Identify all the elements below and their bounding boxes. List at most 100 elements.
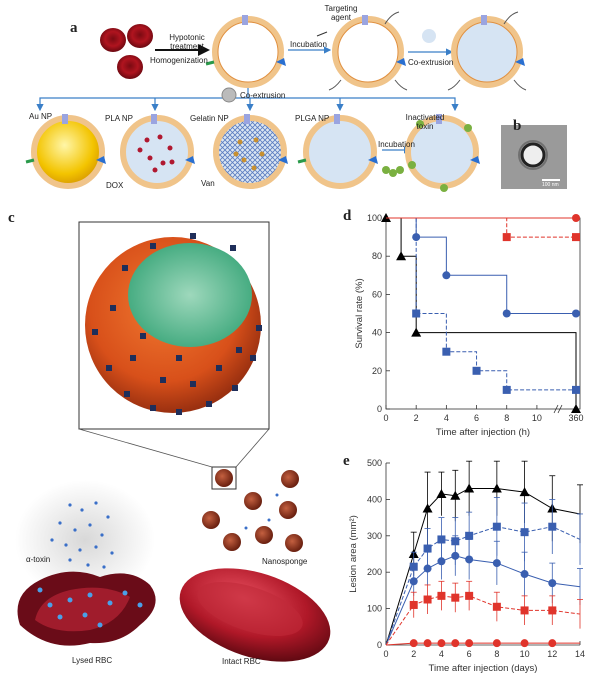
x-tick-label: 8: [504, 413, 509, 423]
rbc-vesicle-icon: [205, 15, 286, 88]
x-tick-label: 8: [494, 649, 499, 659]
data-point: [423, 639, 432, 648]
targeting-agent-label: Targeting agent: [324, 4, 358, 22]
targeted-vesicle-icon: [328, 11, 408, 91]
x-tick-label: 14: [575, 649, 585, 659]
data-point: [502, 233, 511, 242]
data-point: [572, 309, 580, 318]
panel-c-letter: c: [8, 210, 15, 226]
nanosponge-cluster-icon: [202, 469, 303, 552]
data-point: [465, 591, 474, 600]
y-tick-label: 100: [367, 604, 382, 614]
y-tick-label: 60: [372, 289, 382, 299]
x-tick-label: 2: [411, 649, 416, 659]
data-point: [464, 483, 475, 493]
data-point: [492, 602, 501, 611]
data-point: [519, 487, 530, 497]
data-point: [442, 347, 451, 356]
data-point: [422, 503, 433, 513]
data-point: [520, 606, 529, 615]
toxin-cloud-icon: [15, 480, 155, 600]
data-point: [451, 593, 460, 602]
x-tick-label: 0: [383, 649, 388, 659]
data-point: [502, 385, 511, 394]
series-line: [386, 217, 576, 391]
rbc-icon: [100, 24, 153, 79]
y-tick-label: 400: [367, 494, 382, 504]
gelatin-np-label: Gelatin NP: [190, 114, 229, 123]
inactivated-toxin-label: Inactivated toxin: [405, 113, 445, 131]
x-tick-label: 6: [467, 649, 472, 659]
y-axis-label: Survival rate (%): [354, 278, 365, 348]
data-point: [492, 559, 501, 568]
data-point: [437, 591, 446, 600]
data-point: [396, 251, 407, 261]
y-tick-label: 500: [367, 458, 382, 468]
x-axis-label: Time after injection (days): [429, 663, 538, 674]
plga-np-label: PLGA NP: [295, 114, 330, 123]
series-line: [385, 526, 581, 646]
series-black-triangle: [385, 460, 583, 646]
series-line: [385, 555, 581, 646]
series-line: [385, 642, 580, 646]
data-point: [502, 309, 511, 318]
dox-label: DOX: [106, 181, 124, 190]
data-point: [436, 488, 447, 498]
data-point: [437, 639, 446, 648]
data-point: [472, 366, 481, 375]
data-point: [548, 639, 557, 648]
series-line: [386, 217, 576, 238]
panel-d-letter: d: [343, 208, 352, 224]
homogenization-label: Homogenization: [150, 56, 208, 65]
incubation-label-1: Incubation: [290, 40, 327, 49]
data-point: [492, 522, 501, 531]
x-tick-label: 2: [414, 413, 419, 423]
y-tick-label: 20: [372, 366, 382, 376]
panel-a-diagram: [25, 11, 567, 192]
panel-e-letter: e: [343, 453, 350, 469]
series-red-square: [386, 217, 580, 242]
toxin-loaded-vesicle-icon: [405, 114, 480, 192]
data-point: [442, 271, 451, 280]
series-line: [386, 217, 576, 314]
y-tick-label: 300: [367, 531, 382, 541]
data-point: [520, 570, 529, 579]
axis-break: [553, 404, 563, 414]
data-point: [571, 404, 581, 413]
coated-np-vesicle-icon: [447, 11, 527, 91]
data-point: [465, 555, 474, 564]
data-point: [409, 639, 418, 648]
data-point: [437, 535, 446, 544]
x-tick-label: 12: [547, 649, 557, 659]
data-point: [451, 551, 460, 560]
data-point: [465, 531, 474, 540]
data-point: [409, 577, 418, 586]
y-tick-label: 100: [367, 213, 382, 223]
intact-rbc-label: Intact RBC: [222, 657, 261, 666]
van-label: Van: [201, 179, 215, 188]
data-point: [465, 639, 474, 648]
data-point: [548, 522, 557, 531]
series-line: [385, 595, 581, 646]
data-point: [437, 557, 446, 566]
data-point: [572, 233, 580, 242]
data-point: [520, 639, 529, 648]
data-point: [492, 639, 501, 648]
coextrusion-label-2: Co-extrusion: [240, 91, 286, 100]
series-line: [385, 487, 581, 646]
gelatin-np-vesicle-icon: [213, 114, 288, 189]
series-blue-square: [386, 217, 580, 394]
data-point: [548, 579, 557, 588]
x-tick-label: 6: [474, 413, 479, 423]
scale-bar-label: 100 nm: [542, 182, 559, 188]
au-np-label: Au NP: [29, 112, 53, 121]
data-point: [411, 327, 422, 337]
series-blue-square: [385, 497, 583, 646]
data-point: [450, 490, 461, 500]
y-tick-label: 0: [377, 640, 382, 650]
lysed-rbc-label: Lysed RBC: [72, 656, 113, 665]
hypotonic-label: Hypotonic treatment: [169, 33, 205, 51]
data-point: [491, 483, 502, 493]
data-point: [451, 639, 460, 648]
data-point: [548, 606, 557, 615]
